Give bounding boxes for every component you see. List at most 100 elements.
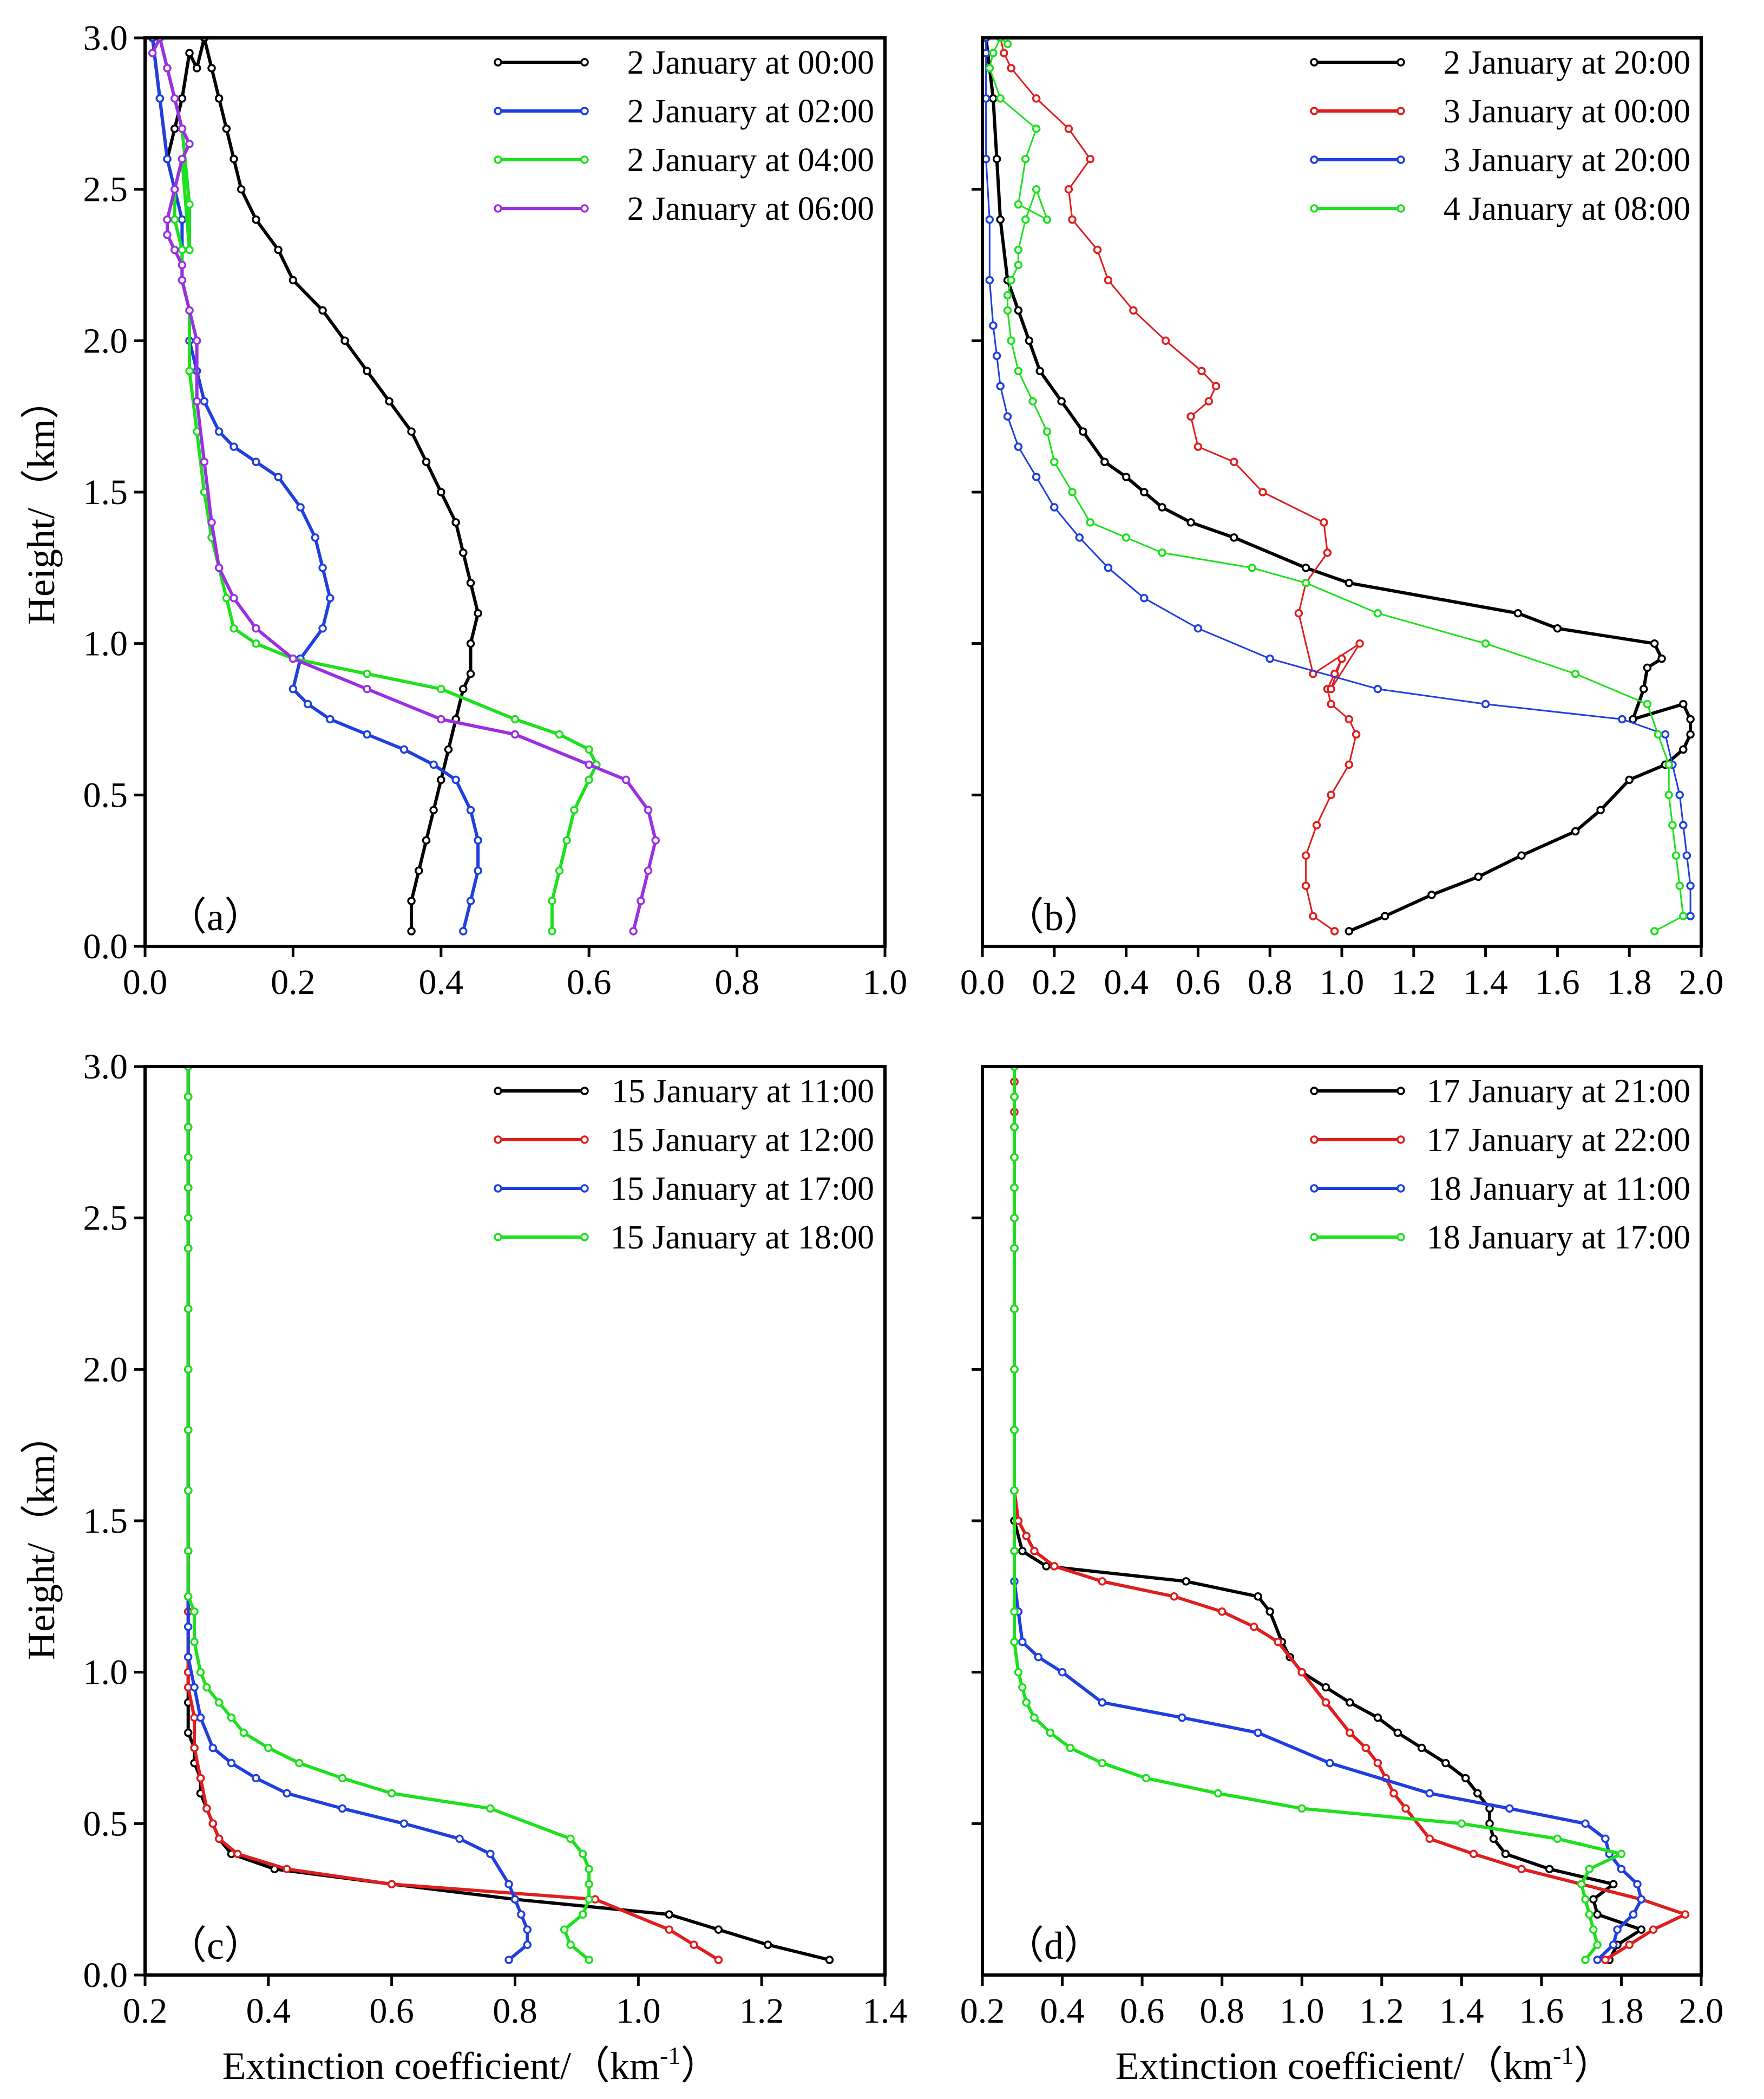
data-point — [385, 397, 394, 406]
data-point — [1686, 715, 1695, 724]
data-point — [486, 1804, 495, 1813]
data-point — [1032, 94, 1041, 103]
data-point — [637, 897, 645, 905]
data-point — [233, 1849, 242, 1859]
x-tick-label: 1.2 — [1392, 963, 1437, 1002]
data-point — [170, 125, 179, 133]
data-point — [190, 1743, 199, 1753]
series-line — [150, 38, 480, 931]
data-point — [690, 1940, 698, 1949]
legend-swatch-point — [1396, 204, 1405, 213]
data-point — [170, 245, 179, 254]
data-point — [1014, 245, 1023, 254]
data-point — [1230, 533, 1238, 542]
data-point — [196, 1668, 205, 1677]
data-point — [148, 49, 157, 57]
x-tick-label: 1.0 — [863, 963, 908, 1002]
data-point — [1028, 397, 1037, 406]
data-point — [1327, 699, 1335, 709]
data-point — [183, 1652, 193, 1662]
y-tick-label: 2.0 — [83, 1350, 128, 1389]
x-tick-label: 0.2 — [123, 1991, 168, 2031]
data-point — [474, 866, 482, 875]
data-point — [185, 200, 194, 209]
data-point — [1425, 1834, 1434, 1843]
data-point — [510, 715, 520, 724]
data-point — [466, 639, 475, 648]
data-point — [214, 564, 224, 572]
data-point — [252, 639, 260, 648]
x-tick-label: 1.4 — [1439, 1991, 1484, 2031]
data-point — [1321, 1698, 1330, 1707]
x-tick-label: 1.0 — [616, 1991, 661, 2031]
y-tick-label: 0.0 — [83, 927, 128, 966]
x-tick-label: 1.0 — [1280, 1991, 1324, 2031]
data-point — [1517, 1865, 1526, 1873]
data-point — [1050, 1562, 1059, 1571]
data-point — [1649, 1925, 1658, 1934]
legend-label: 2 January at 00:00 — [627, 44, 874, 81]
legend-label: 3 January at 00:00 — [1444, 93, 1690, 130]
legend-swatch-point — [1310, 58, 1319, 67]
data-point — [1617, 1849, 1626, 1859]
data-point — [183, 1547, 193, 1555]
data-point — [407, 897, 416, 905]
data-point — [1217, 1607, 1227, 1616]
data-point — [1057, 397, 1066, 406]
data-point — [1254, 1592, 1262, 1601]
data-point — [1265, 1607, 1274, 1616]
legend-label: 2 January at 20:00 — [1444, 44, 1690, 81]
data-point — [1022, 1532, 1031, 1540]
data-point — [183, 1365, 193, 1374]
data-point — [504, 1880, 513, 1888]
data-point — [1301, 564, 1310, 572]
data-point — [1643, 663, 1652, 672]
legend-swatch-point — [1396, 155, 1405, 164]
data-point — [1618, 715, 1627, 724]
data-point — [178, 94, 187, 103]
legend-swatch-point — [1310, 1233, 1319, 1241]
data-point — [1032, 185, 1041, 194]
data-point — [1003, 40, 1012, 48]
data-point — [566, 1940, 575, 1949]
data-point — [1297, 1804, 1306, 1813]
data-point — [1589, 1925, 1598, 1934]
data-point — [202, 1683, 211, 1692]
data-point — [996, 215, 1005, 224]
data-point — [1425, 1789, 1434, 1798]
data-point — [1010, 1365, 1019, 1374]
data-point — [252, 1774, 260, 1783]
panel-a: 0.0 0.2 0.4 0.6 0.8 1.0 0.0 0.5 1.0 1.5 2.0 2.5 3.0 2… — [83, 18, 908, 1002]
data-point — [560, 1925, 569, 1934]
data-point — [399, 745, 409, 754]
data-point — [644, 866, 653, 875]
data-point — [1007, 336, 1015, 345]
data-point — [996, 94, 1005, 103]
data-point — [178, 276, 187, 285]
data-point — [510, 730, 520, 739]
data-point — [1186, 518, 1195, 527]
data-point — [1679, 821, 1688, 830]
legend-swatch-point — [580, 58, 589, 67]
data-point — [429, 760, 438, 769]
data-point — [1469, 1849, 1478, 1859]
data-point — [1007, 64, 1015, 73]
data-point — [665, 1925, 674, 1934]
legend-swatch-point — [1310, 107, 1319, 115]
data-point — [1294, 609, 1303, 618]
data-point — [1204, 397, 1214, 406]
data-point — [1668, 821, 1677, 830]
data-point — [1034, 1652, 1043, 1662]
data-point — [474, 609, 482, 618]
data-point — [274, 245, 283, 254]
data-point — [1010, 1304, 1019, 1313]
data-point — [1064, 125, 1073, 133]
data-point — [1098, 1758, 1107, 1768]
y-axis-title-bottom: Height/（km） — [19, 1415, 63, 1660]
data-point — [585, 760, 593, 769]
panel-label: （c） — [168, 1924, 263, 1967]
data-point — [190, 1607, 199, 1616]
data-point — [1686, 730, 1695, 739]
legend-swatch-point — [580, 1233, 589, 1241]
data-point — [1158, 503, 1166, 512]
